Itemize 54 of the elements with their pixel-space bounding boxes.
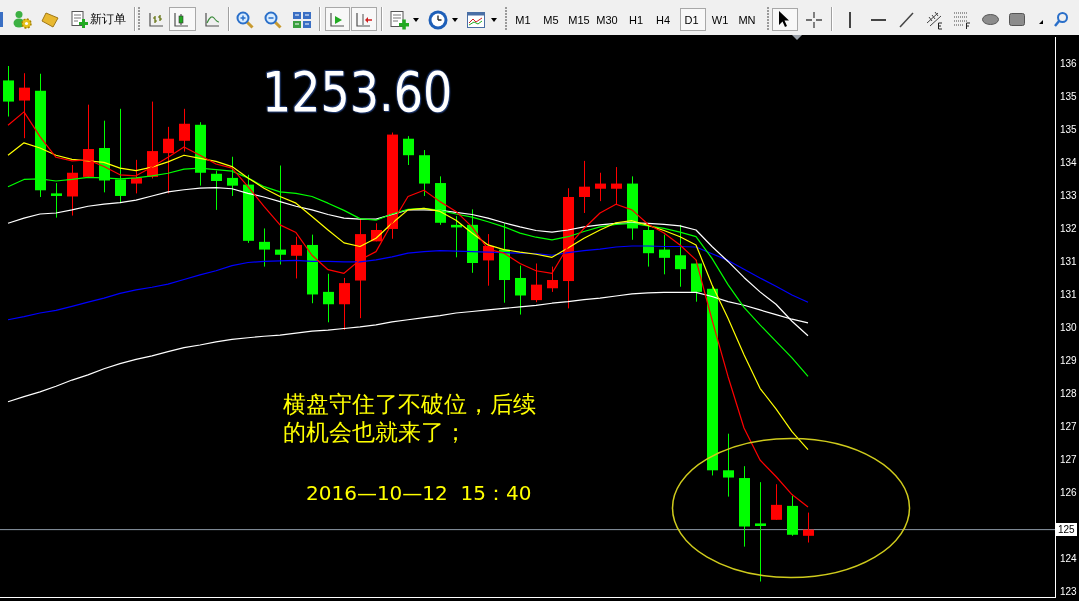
text: 129 [1060,354,1077,367]
candlestick [3,66,14,118]
text: 126 [1060,486,1077,499]
text: 135 [1060,124,1077,137]
candlestick [291,236,302,279]
candlestick [675,224,686,288]
candlestick [547,266,558,293]
candlestick [163,126,174,194]
candlestick [579,160,590,214]
candlestick [67,164,78,217]
candlestick [403,135,414,166]
candlestick [323,273,334,323]
candlestick [755,481,766,582]
text: 131 [1060,256,1077,268]
text: 124 [1060,552,1077,565]
text: W1 [711,14,729,26]
text: 127 [1060,453,1077,466]
text: M30 [596,14,618,26]
candlestick [595,172,606,202]
text: 130 [1060,321,1077,334]
annotation: 2016—10—12 15：40 [306,481,532,505]
text: 135 [1060,91,1077,104]
annotation: 横盘守住了不破位，后续的机会也就来了； [283,390,537,446]
text: M5 [543,14,559,26]
text: 133 [1060,190,1077,203]
candlestick [515,265,526,316]
candlestick [803,512,814,544]
candlestick [339,277,350,331]
text: H1 [628,14,644,26]
text: 125 [1056,523,1077,537]
text: M1 [515,14,531,26]
text: 128 [1060,387,1077,400]
candlestick [643,224,654,268]
candlestick [771,483,782,521]
text: 132 [1060,223,1077,236]
candlestick [659,234,670,275]
text: 127 [1060,420,1077,433]
text: 134 [1060,157,1077,170]
text: 新订单 [90,12,126,26]
candlestick [51,182,62,219]
text: 136 [1060,58,1077,71]
candlestick [611,166,622,205]
text: 123 [1060,585,1077,598]
text: D1 [684,14,699,26]
candlestick [131,159,142,194]
text: H4 [655,14,671,26]
annotation: 1253.60 [262,59,453,124]
text: M15 [568,14,590,26]
text: MN [738,14,756,26]
candlestick [211,170,222,211]
candlestick [723,433,734,498]
candlestick [259,227,270,268]
candlestick [531,263,542,303]
text: 131 [1060,288,1077,301]
